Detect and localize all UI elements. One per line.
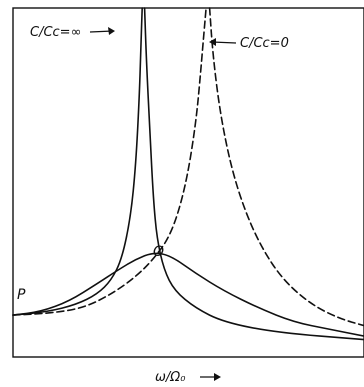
annotation-point-o: O xyxy=(153,244,164,260)
annotation-cc-zero: C/Cc=0 xyxy=(240,36,289,51)
undamped-curve-left xyxy=(12,7,143,316)
curves xyxy=(12,7,364,341)
plot-frame xyxy=(12,7,364,358)
zero-coupling-curve-left xyxy=(12,7,207,316)
annotation-cc-infinity: C/Cc=∞ xyxy=(30,25,81,40)
zero-coupling-curve-right xyxy=(208,7,364,327)
coupled-curve xyxy=(12,252,364,337)
x-axis-label: ω/Ω₀ xyxy=(155,370,186,385)
annotation-point-p: P xyxy=(17,287,26,303)
x-axis-label-arrowhead xyxy=(214,373,221,381)
undamped-curve-right xyxy=(143,7,364,341)
annotation-cc-zero-arrowhead xyxy=(209,38,216,46)
annotation-cc-infinity-arrowhead xyxy=(108,27,115,35)
